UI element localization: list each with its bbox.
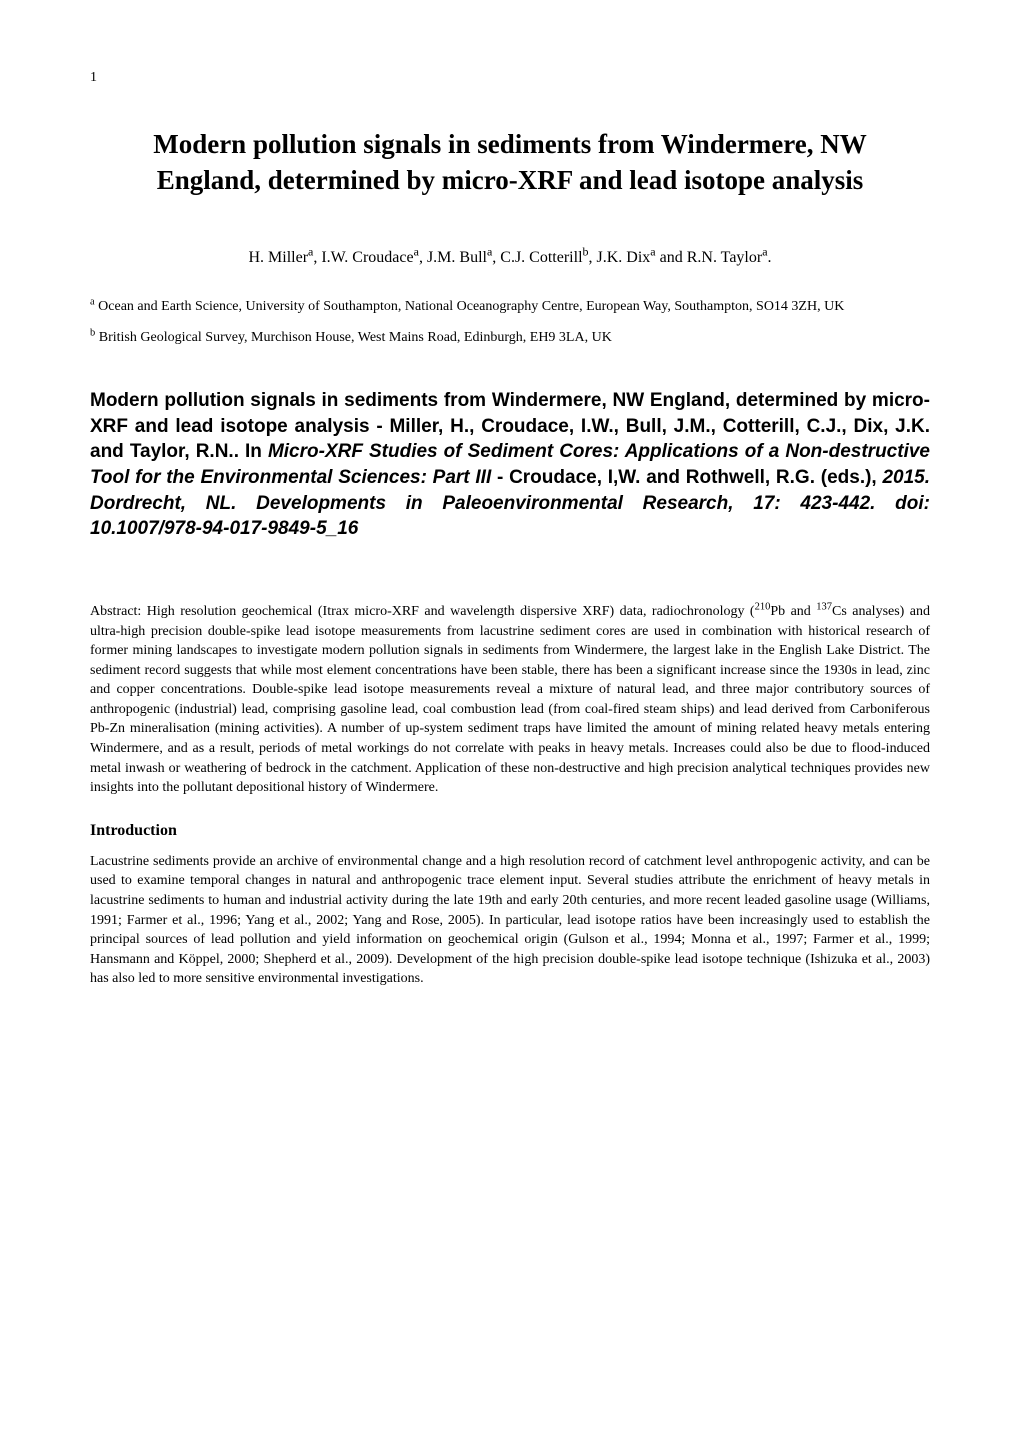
citation-block: Modern pollution signals in sediments fr… (90, 388, 930, 542)
abstract-text: Abstract: High resolution geochemical (I… (90, 602, 930, 798)
paper-title: Modern pollution signals in sediments fr… (90, 126, 930, 199)
page-number: 1 (90, 70, 930, 86)
author-list: H. Millera, I.W. Croudacea, J.M. Bulla, … (90, 249, 930, 267)
affiliation-a: a Ocean and Earth Science, University of… (90, 297, 930, 317)
affiliation-b: b British Geological Survey, Murchison H… (90, 328, 930, 348)
introduction-body: Lacustrine sediments provide an archive … (90, 852, 930, 989)
section-heading-introduction: Introduction (90, 822, 930, 840)
